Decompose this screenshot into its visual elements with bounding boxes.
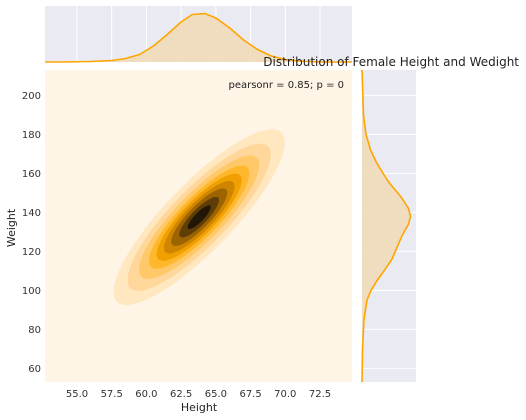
y-tick-label: 160 (22, 169, 41, 180)
right-marginal-density-line (361, 69, 412, 383)
x-tick-label: 70.0 (274, 389, 296, 400)
top-marginal-grid (76, 6, 321, 62)
x-tick-labels: 55.0 57.5 60.0 62.5 65.0 67.5 70.0 72.5 (66, 389, 331, 400)
x-tick-label: 57.5 (101, 389, 123, 400)
kde-contour-level (187, 205, 211, 230)
joint-panel: 55.0 57.5 60.0 62.5 65.0 67.5 70.0 72.5 60 80 100… (22, 70, 352, 400)
top-marginal-panel (45, 6, 352, 63)
x-tick-label: 72.5 (309, 389, 331, 400)
y-tick-label: 80 (28, 325, 41, 336)
joint-kde-contours (113, 129, 285, 306)
x-tick-label: 62.5 (170, 389, 192, 400)
y-tick-label: 180 (22, 130, 41, 141)
top-marginal-density-line (45, 12, 352, 63)
y-tick-labels: 60 80 100 120 140 160 180 200 (22, 91, 41, 375)
y-tick-label: 120 (22, 247, 41, 258)
x-tick-label: 55.0 (66, 389, 88, 400)
x-tick-label: 65.0 (205, 389, 227, 400)
y-tick-label: 60 (28, 364, 41, 375)
y-tick-label: 100 (22, 286, 41, 297)
y-tick-label: 140 (22, 208, 41, 219)
x-axis-label: Height (181, 401, 218, 414)
x-tick-label: 67.5 (239, 389, 261, 400)
y-axis-label: Weight (5, 208, 18, 247)
chart-title: Distribution of Female Height and Wedigh… (263, 55, 519, 69)
top-marginal-density-fill (45, 13, 352, 62)
right-marginal-density-fill (362, 70, 411, 382)
x-tick-label: 60.0 (135, 389, 157, 400)
right-marginal-panel (361, 69, 416, 383)
y-tick-label: 200 (22, 91, 41, 102)
pearson-annotation: pearsonr = 0.85; p = 0 (228, 80, 344, 91)
